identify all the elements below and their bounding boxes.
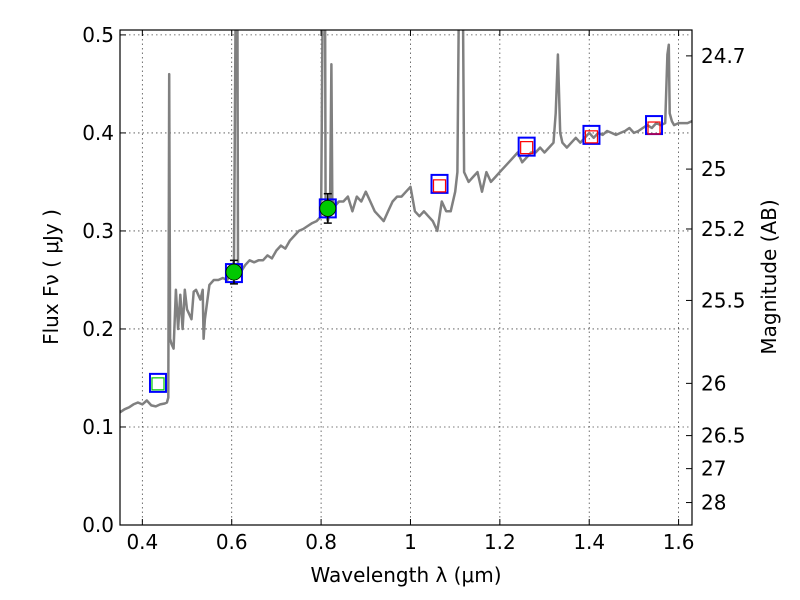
y2-tick-label: 25.2 (701, 217, 746, 241)
y2-tick-label: 25.5 (701, 288, 746, 312)
x-tick-label: 1.6 (663, 530, 695, 554)
y-tick-label: 0.3 (82, 219, 114, 243)
x-tick-label: 1.4 (573, 530, 605, 554)
y-tick-label: 0.4 (82, 121, 114, 145)
plot-frame (119, 29, 693, 526)
y2-tick-label: 24.7 (701, 44, 746, 68)
y2-tick-label: 26.5 (701, 424, 746, 448)
ticks (120, 30, 692, 526)
limit-point (432, 179, 447, 193)
y2-tick-label: 26 (701, 371, 726, 395)
model-point (582, 124, 601, 145)
y2-tick-label: 28 (701, 491, 726, 515)
tick-labels: 0.4 0.6 0.8 1 1.2 1.4 1.6 0.0 0.1 0.2 0.3 0.4 0.5 24.… (82, 23, 745, 554)
limit-point (151, 377, 165, 391)
grid (120, 30, 692, 525)
x-tick-label: 0.8 (305, 530, 337, 554)
measured-point (225, 263, 243, 281)
y2-tick-label: 27 (701, 457, 726, 481)
x-tick-label: 1 (404, 530, 417, 554)
y-axis-title: Flux Fν ( μJy ) (39, 209, 63, 345)
plot-area (120, 30, 692, 414)
measured-point (319, 199, 337, 217)
x-tick-label: 0.6 (216, 530, 248, 554)
spectrum-line (120, 30, 692, 414)
y-tick-label: 0.0 (82, 513, 114, 537)
y-tick-label: 0.1 (82, 415, 114, 439)
limit-point (520, 141, 534, 155)
y-tick-label: 0.5 (82, 23, 114, 47)
series-layer (120, 30, 692, 414)
limit-point (647, 121, 661, 135)
y2-tick-label: 25 (701, 157, 726, 181)
limit-point (584, 130, 599, 144)
x-tick-label: 1.2 (484, 530, 516, 554)
y2-axis-title: Magnitude (AB) (757, 199, 781, 354)
y-tick-label: 0.2 (82, 317, 114, 341)
model-point (517, 136, 536, 157)
model-point (148, 372, 167, 393)
x-axis-title: Wavelength λ (μm) (310, 563, 501, 587)
model-point (430, 173, 449, 194)
x-tick-label: 0.4 (126, 530, 158, 554)
